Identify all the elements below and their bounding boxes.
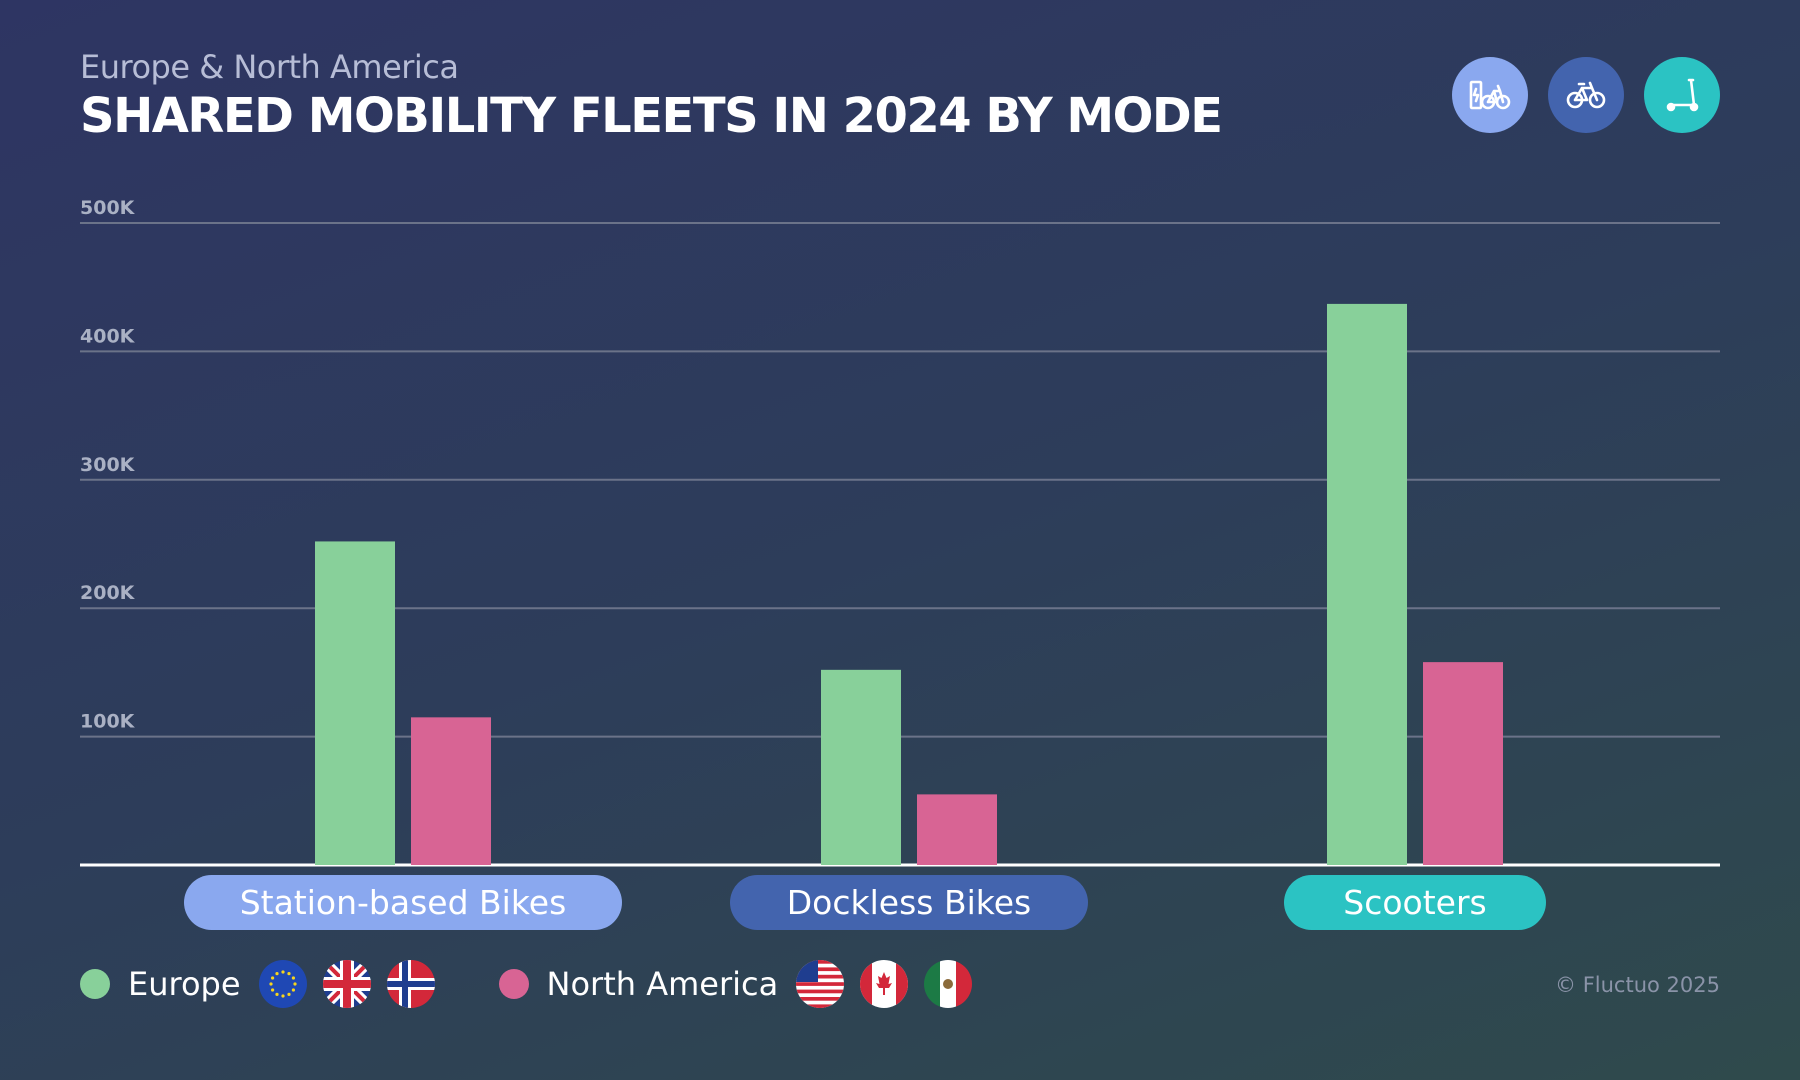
chart-title: SHARED MOBILITY FLEETS IN 2024 BY MODE — [80, 88, 1223, 144]
chart-subtitle: Europe & North America — [80, 48, 459, 86]
y-tick-label: 300K — [80, 454, 136, 476]
legend-label-north-america: North America — [546, 965, 779, 1003]
x-category-label: Station-based Bikes — [184, 875, 622, 930]
scooter-icon — [1644, 57, 1720, 133]
north-america-dot-icon — [498, 969, 529, 999]
uk-flag-icon — [322, 960, 371, 1008]
legend-europe: Europe — [80, 960, 451, 1008]
station-bike-icon — [1452, 57, 1528, 133]
bar-north-america — [411, 717, 491, 865]
x-category-label: Scooters — [1284, 875, 1546, 930]
legend-north-america: North America — [498, 960, 989, 1008]
mode-icons — [1452, 57, 1720, 133]
y-tick-label: 500K — [80, 197, 136, 219]
bike-icon — [1548, 57, 1624, 133]
bar-north-america — [1423, 662, 1503, 865]
canada-flag-icon — [860, 960, 909, 1008]
y-tick-label: 100K — [80, 711, 136, 733]
eu-flag-icon — [258, 960, 307, 1008]
europe-dot-icon — [80, 969, 110, 999]
y-tick-label: 400K — [80, 325, 136, 347]
bar-europe — [315, 541, 395, 865]
legend: Europe — [80, 960, 988, 1008]
bar-north-america — [917, 794, 997, 865]
bar-europe — [821, 669, 901, 865]
legend-label-europe: Europe — [128, 965, 241, 1003]
usa-flag-icon — [796, 960, 845, 1008]
y-tick-label: 200K — [80, 582, 136, 604]
mexico-flag-icon — [924, 960, 973, 1008]
norway-flag-icon — [386, 960, 435, 1008]
bar-europe — [1327, 303, 1407, 866]
copyright: © Fluctuo 2025 — [1555, 973, 1720, 997]
x-category-label: Dockless Bikes — [730, 875, 1088, 930]
